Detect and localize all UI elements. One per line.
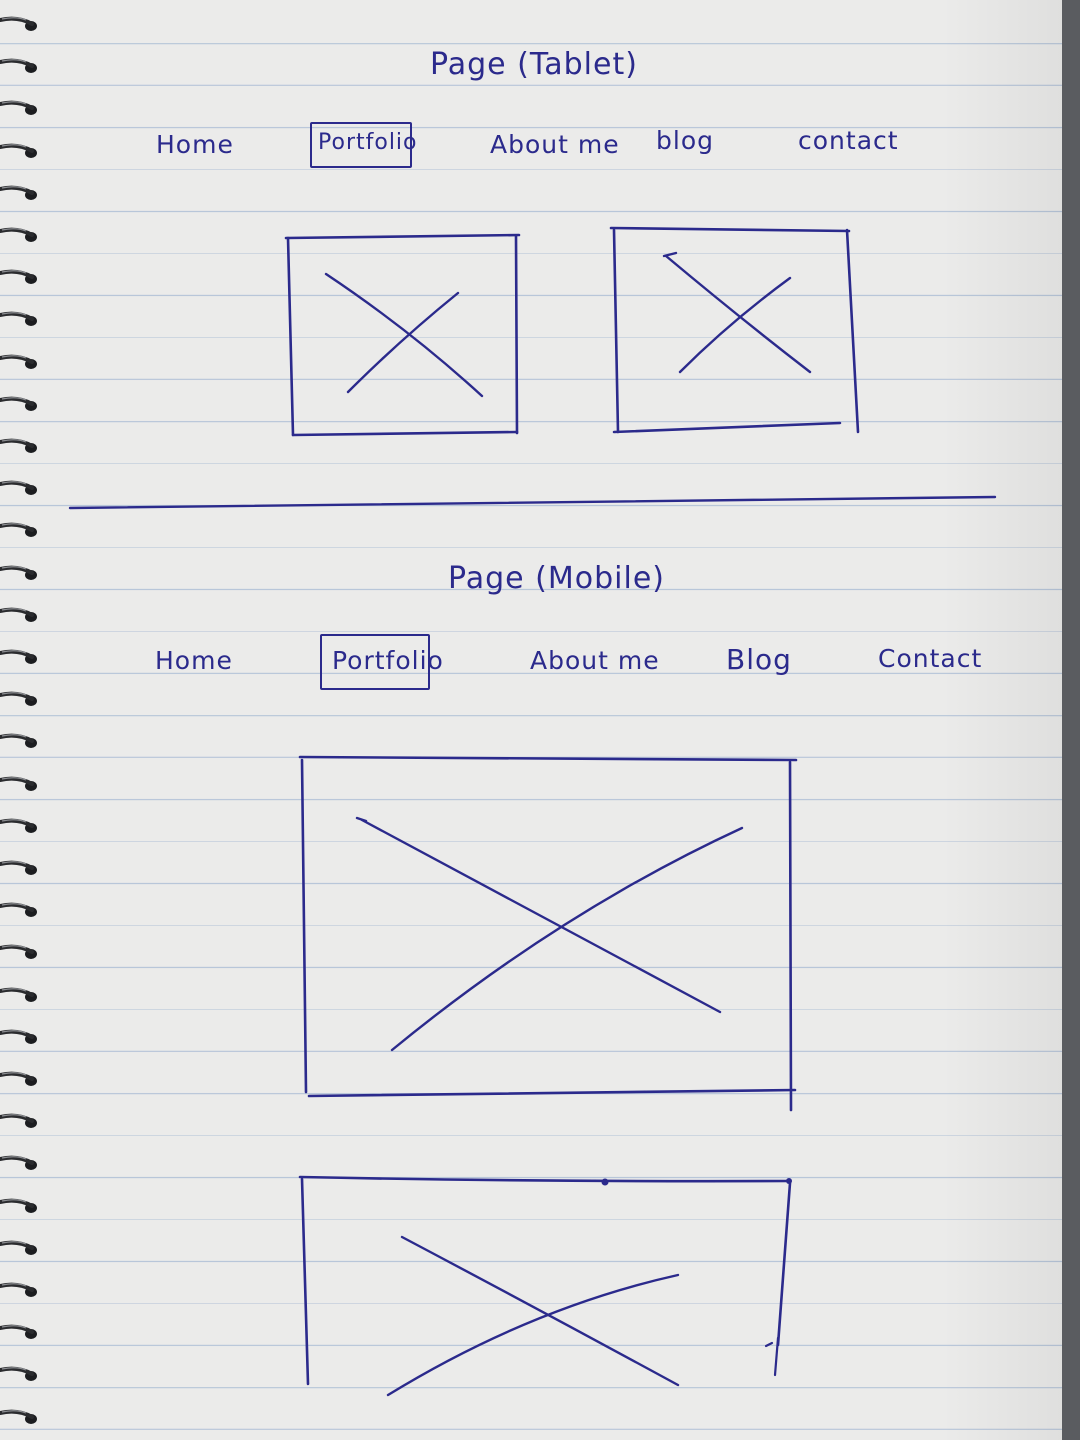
spiral-ring [0, 1156, 37, 1171]
mobile-page-title: Page (Mobile) [448, 561, 665, 596]
mobile-nav-active-frame [320, 634, 430, 690]
spiral-ring [0, 312, 37, 327]
spiral-ring [0, 438, 37, 453]
spiral-ring [0, 1071, 37, 1086]
spiral-ring [0, 649, 37, 664]
spiral-ring [0, 58, 37, 74]
spiral-ring [0, 1409, 37, 1424]
spiral-ring [0, 945, 37, 960]
spiral-ring [0, 734, 37, 749]
spiral-ring [0, 396, 37, 411]
tablet-nav-active-frame [310, 122, 412, 168]
tablet-nav-blog: blog [656, 126, 714, 155]
tablet-image-placeholder-2 [609, 226, 860, 434]
spiral-ring [0, 269, 37, 285]
tablet-nav-about: About me [490, 130, 620, 159]
tablet-page-title: Page (Tablet) [430, 47, 638, 82]
spiral-ring [0, 902, 37, 918]
mobile-nav-about: About me [530, 646, 660, 675]
section-divider [68, 495, 997, 510]
tablet-image-placeholder-1 [284, 233, 521, 437]
tablet-nav-contact: contact [798, 126, 899, 155]
spiral-ring [0, 101, 37, 116]
spiral-ring [0, 185, 37, 200]
spiral-ring [0, 1113, 37, 1129]
spiral-ring [0, 691, 37, 707]
spiral-ring [0, 523, 37, 538]
spiral-ring [0, 143, 37, 158]
spiral-ring [0, 1367, 37, 1382]
page-shadow [942, 0, 1062, 1440]
spiral-ring [0, 607, 37, 622]
mobile-image-placeholder-1 [298, 755, 798, 1112]
mobile-image-placeholder-2 [298, 1175, 792, 1397]
tablet-nav-portfolio: Portfolio [318, 130, 418, 155]
mobile-nav-contact: Contact [878, 644, 983, 673]
spiral-binding [0, 0, 48, 1440]
spiral-ring [0, 354, 37, 369]
spiral-ring [0, 227, 37, 242]
spiral-ring [0, 818, 37, 833]
spiral-ring [0, 1282, 37, 1297]
mobile-nav-blog: Blog [726, 643, 792, 676]
spiral-ring [0, 1029, 37, 1044]
spiral-ring [0, 987, 37, 1002]
spiral-ring [0, 1324, 37, 1340]
tablet-nav-home: Home [156, 130, 234, 159]
spiral-ring [0, 16, 37, 31]
spiral-ring [0, 1240, 37, 1255]
spiral-ring [0, 565, 37, 580]
mobile-nav-portfolio: Portfolio [332, 646, 444, 675]
spiral-ring [0, 860, 37, 875]
spiral-ring [0, 1198, 37, 1213]
mobile-nav-home: Home [155, 646, 233, 675]
spiral-ring [0, 480, 37, 496]
spiral-ring [0, 776, 37, 791]
